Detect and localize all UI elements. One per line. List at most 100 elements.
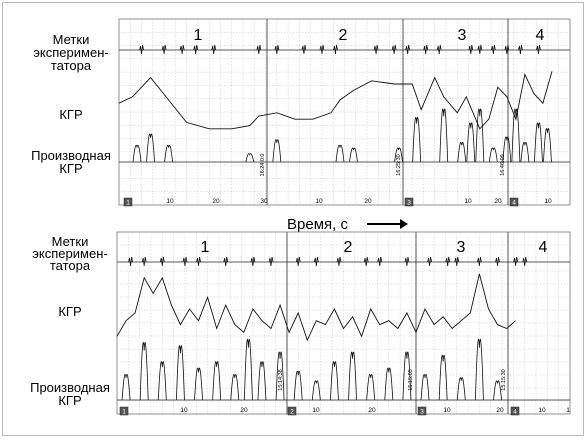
timestamp-label: 16:25:30	[396, 154, 402, 175]
tick-label: 20	[212, 198, 220, 205]
derivative-peak	[384, 367, 394, 401]
row-label: татора	[50, 258, 91, 273]
derivative-peak	[121, 374, 131, 401]
tick-label: 10	[315, 198, 323, 205]
marker-spike	[319, 44, 325, 55]
derivative-peak	[402, 351, 412, 401]
derivative-peak	[488, 147, 498, 163]
marker-spike	[301, 44, 307, 55]
segment-number: 2	[344, 239, 353, 256]
marker-spike	[477, 44, 483, 55]
derivative-peak	[502, 136, 512, 163]
marker-spike	[477, 256, 482, 267]
marker-spike	[179, 44, 185, 55]
marker-spike	[518, 44, 523, 55]
derivative-peak	[475, 108, 485, 163]
segment-number: 4	[536, 27, 545, 44]
marker-spike	[468, 44, 474, 55]
series-bottom	[116, 256, 570, 401]
marker-spike	[391, 44, 397, 55]
marker-spike	[423, 44, 429, 55]
derivative-peak	[330, 361, 339, 401]
tick-label: 10	[166, 198, 174, 205]
segment-box	[509, 197, 519, 207]
marker-spike	[405, 44, 411, 55]
panel-top: Меткиэксперимен-татораКГРПроизводнаяКГР …	[31, 18, 571, 207]
marker-spike	[256, 44, 262, 55]
derivative-peak	[311, 380, 321, 401]
derivative-peak	[164, 144, 174, 163]
marker-spike	[223, 256, 229, 267]
tick-label: 10	[538, 407, 546, 414]
derivative-peak	[543, 128, 552, 163]
derivative-peak	[456, 377, 466, 401]
derivative-peak	[366, 374, 376, 401]
row-label: КГР	[59, 161, 82, 176]
derivative-peak	[534, 122, 543, 163]
derivative-peak	[176, 345, 185, 401]
time-arrow-head	[400, 219, 408, 229]
kgr-line	[116, 273, 516, 342]
derivative-peak	[245, 153, 255, 163]
row-label: татора	[51, 58, 92, 73]
tick-label: 10	[312, 407, 320, 414]
derivative-peak	[420, 374, 430, 401]
segment-box	[287, 406, 297, 416]
timestamps-bottom: 15:14:38 15:15:05 15:15:30	[278, 369, 507, 390]
segment-box	[417, 406, 427, 416]
marker-spike	[490, 44, 496, 55]
row-label: Производная	[30, 380, 110, 395]
marker-spike	[495, 256, 500, 267]
row-label: эксперимен-	[32, 246, 107, 261]
marker-spike	[159, 256, 165, 267]
row-label: КГР	[58, 304, 81, 319]
marker-spike	[161, 44, 167, 55]
marker-spike	[513, 256, 519, 267]
tick-label: 20	[368, 407, 376, 414]
row-label: Метки	[52, 234, 89, 249]
segment-box-label: 4	[513, 409, 517, 416]
timestamp-label: 16:46:09	[500, 154, 506, 175]
panel-bottom: Меткиэксперимен-татораКГРПроизводнаяКГР …	[30, 231, 571, 416]
segment-numbers-top: 1 2 3 4	[194, 27, 545, 44]
segment-box	[123, 197, 133, 207]
derivative-peak	[272, 139, 282, 163]
derivative-peak	[466, 122, 476, 163]
derivative-peak	[157, 361, 167, 401]
row-label: эксперимен-	[33, 45, 108, 60]
timestamp-label: 15:15:30	[501, 369, 507, 390]
marker-spike	[363, 256, 369, 267]
marker-spike	[250, 256, 256, 267]
derivative-peak	[520, 142, 530, 163]
derivative-peak	[132, 144, 142, 163]
tick-label: 20	[240, 407, 248, 414]
row-label: КГР	[58, 393, 81, 408]
timestamp-label: 16:24:0:0	[260, 154, 266, 177]
derivative-peak	[275, 351, 285, 401]
segment-box-label: 3	[420, 409, 424, 416]
marker-spike	[333, 44, 338, 55]
derivative-peak	[457, 142, 467, 163]
timestamps-top: 16:24:0:0 16:25:30 16:46:09	[260, 154, 506, 177]
derivative-peak	[335, 144, 345, 163]
marker-spike	[404, 256, 410, 267]
derivative-peak	[475, 338, 484, 401]
tick-labels-bottom: 10 20 10 20 10 20 10 1	[180, 407, 570, 414]
derivative-peak	[257, 361, 267, 401]
segment-number: 4	[539, 239, 548, 256]
derivative-peak	[439, 108, 449, 163]
segment-box-label: 1	[126, 200, 130, 207]
segment-number: 3	[457, 239, 466, 256]
segment-box-label: 2	[290, 409, 294, 416]
derivative-peak	[493, 380, 502, 401]
derivative-peak	[412, 117, 422, 163]
marker-spike	[336, 256, 342, 267]
marker-spike	[504, 44, 510, 55]
kgr-line	[118, 71, 553, 130]
series-top	[118, 44, 570, 163]
tick-label: 10	[544, 198, 552, 205]
segment-box-label: 4	[512, 200, 516, 207]
marker-spike	[454, 256, 460, 267]
tick-label: 10	[464, 198, 472, 205]
